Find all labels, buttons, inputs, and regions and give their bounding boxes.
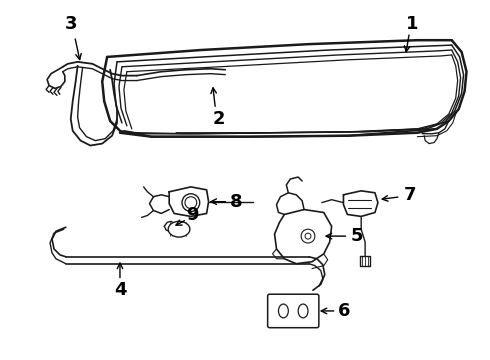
Ellipse shape [298,304,308,318]
Circle shape [182,194,200,212]
Ellipse shape [278,304,288,318]
Text: 3: 3 [65,15,77,33]
Text: 4: 4 [114,281,126,299]
Circle shape [185,197,197,208]
Circle shape [305,233,311,239]
Text: 6: 6 [338,302,351,320]
Text: 7: 7 [404,186,416,204]
FancyBboxPatch shape [268,294,319,328]
Text: 1: 1 [406,15,418,33]
Text: 5: 5 [351,227,364,245]
Text: 9: 9 [187,206,199,224]
Text: 2: 2 [212,110,225,128]
Circle shape [301,229,315,243]
Ellipse shape [168,221,190,237]
Text: 8: 8 [230,193,243,211]
